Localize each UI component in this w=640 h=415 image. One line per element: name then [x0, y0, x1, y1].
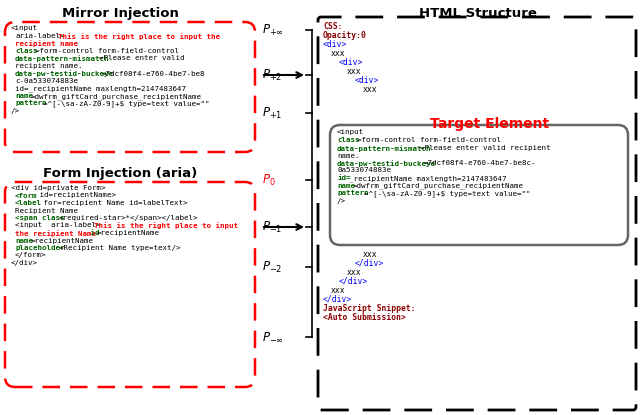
- Text: Form Injection (aria): Form Injection (aria): [43, 167, 197, 180]
- Text: />: />: [337, 198, 346, 203]
- Text: =recipientName: =recipientName: [97, 230, 160, 236]
- Text: <span class: <span class: [15, 215, 65, 221]
- Text: xxx: xxx: [331, 49, 346, 58]
- Text: pattern: pattern: [337, 190, 369, 196]
- Text: id=recipientName>: id=recipientName>: [35, 193, 116, 198]
- Text: =form-control form-field-control: =form-control form-field-control: [35, 48, 179, 54]
- Text: This is the right place to input the: This is the right place to input the: [58, 33, 220, 40]
- Text: 0a533074883e: 0a533074883e: [337, 168, 391, 173]
- Text: _recipientName maxlength=2147483647: _recipientName maxlength=2147483647: [349, 175, 506, 182]
- Text: =Recipient Name type=text/>: =Recipient Name type=text/>: [59, 245, 180, 251]
- Text: <div id=private Form>: <div id=private Form>: [11, 185, 106, 191]
- Text: JavaScript Snippet:: JavaScript Snippet:: [323, 304, 415, 313]
- Text: $P_0$: $P_0$: [262, 173, 276, 188]
- Text: <label: <label: [15, 200, 42, 206]
- Text: $P_{-2}$: $P_{-2}$: [262, 259, 282, 275]
- Text: Target Element: Target Element: [431, 117, 550, 131]
- Text: </form>: </form>: [15, 252, 47, 259]
- Text: =form-control form-field-control: =form-control form-field-control: [357, 137, 501, 143]
- Text: HTML Structure: HTML Structure: [419, 7, 537, 20]
- Text: aria-label=: aria-label=: [15, 33, 65, 39]
- Text: id=: id=: [337, 175, 351, 181]
- Text: for=recipient Name id=labelText>: for=recipient Name id=labelText>: [39, 200, 188, 206]
- Text: />: />: [11, 108, 20, 114]
- Text: class: class: [15, 48, 38, 54]
- Text: $P_{+\infty}$: $P_{+\infty}$: [262, 22, 284, 37]
- Text: class: class: [337, 137, 360, 143]
- Text: <div>: <div>: [339, 58, 364, 67]
- Text: </div>: </div>: [11, 260, 38, 266]
- Text: $P_{-1}$: $P_{-1}$: [262, 220, 282, 234]
- Text: name: name: [15, 93, 33, 99]
- Text: data-pattern-mismatch: data-pattern-mismatch: [337, 145, 431, 152]
- Text: =Please enter valid recipient: =Please enter valid recipient: [420, 145, 550, 151]
- Text: data-pw-testid-buckeye: data-pw-testid-buckeye: [15, 71, 114, 78]
- Text: data-pw-testid-buckeye: data-pw-testid-buckeye: [337, 160, 436, 167]
- Text: xxx: xxx: [331, 286, 346, 295]
- Text: pattern: pattern: [15, 100, 47, 107]
- Text: name: name: [337, 183, 355, 188]
- Text: </div>: </div>: [323, 295, 352, 304]
- Text: $P_{+1}$: $P_{+1}$: [262, 105, 282, 120]
- Text: xxx: xxx: [363, 250, 378, 259]
- Text: recipient name: recipient name: [15, 41, 78, 47]
- Text: $P_{-\infty}$: $P_{-\infty}$: [262, 330, 284, 344]
- Text: =dwfrm_giftCard_purchase_recipientName: =dwfrm_giftCard_purchase_recipientName: [353, 183, 524, 189]
- Text: =required-star>*</span></label>: =required-star>*</span></label>: [59, 215, 198, 221]
- Text: <input  aria-label=: <input aria-label=: [15, 222, 105, 229]
- Text: Mirror Injection: Mirror Injection: [61, 7, 179, 20]
- Text: xxx: xxx: [363, 85, 378, 94]
- Text: name.: name.: [337, 152, 360, 159]
- Text: =^[-\sa-zA-Z0-9]+$ type=text value="": =^[-\sa-zA-Z0-9]+$ type=text value="": [43, 100, 209, 107]
- Text: <input: <input: [11, 25, 38, 31]
- Text: <form: <form: [15, 193, 38, 198]
- Text: =7dcf08f4-e760-4be7-be8c-: =7dcf08f4-e760-4be7-be8c-: [424, 160, 536, 166]
- Text: name: name: [15, 237, 33, 244]
- Text: <div>: <div>: [323, 40, 348, 49]
- Text: =recipientName: =recipientName: [31, 237, 94, 244]
- Text: <input: <input: [337, 129, 364, 135]
- Text: Opacity:0: Opacity:0: [323, 31, 367, 40]
- Text: placeholder: placeholder: [15, 245, 65, 251]
- Text: <div>: <div>: [355, 76, 380, 85]
- Text: $P_{+2}$: $P_{+2}$: [262, 68, 282, 83]
- Text: id: id: [86, 230, 99, 236]
- Text: =7dcf08f4-e760-4be7-be8: =7dcf08f4-e760-4be7-be8: [102, 71, 205, 76]
- Text: xxx: xxx: [347, 67, 362, 76]
- FancyBboxPatch shape: [330, 125, 628, 245]
- Text: CSS:: CSS:: [323, 22, 342, 31]
- Text: =dwfrm_giftCard_purchase_recipientName: =dwfrm_giftCard_purchase_recipientName: [31, 93, 202, 100]
- Text: recipient name.: recipient name.: [15, 63, 83, 69]
- Text: c-0a533074883e: c-0a533074883e: [15, 78, 78, 84]
- Text: Recipient Name: Recipient Name: [15, 208, 78, 213]
- Text: This is the right place to input: This is the right place to input: [94, 222, 238, 229]
- Text: data-pattern-mismatch: data-pattern-mismatch: [15, 56, 109, 62]
- Text: </div>: </div>: [355, 259, 384, 268]
- Text: <Auto Submission>: <Auto Submission>: [323, 313, 406, 322]
- Text: xxx: xxx: [347, 268, 362, 277]
- Text: </div>: </div>: [339, 277, 368, 286]
- Text: id=_recipientName maxlength=2147483647: id=_recipientName maxlength=2147483647: [15, 85, 186, 92]
- Text: =Please enter valid: =Please enter valid: [99, 56, 184, 61]
- Text: the recipient Name: the recipient Name: [15, 230, 96, 237]
- Text: =^[-\sa-zA-Z0-9]+$ type=text value="": =^[-\sa-zA-Z0-9]+$ type=text value="": [364, 190, 531, 197]
